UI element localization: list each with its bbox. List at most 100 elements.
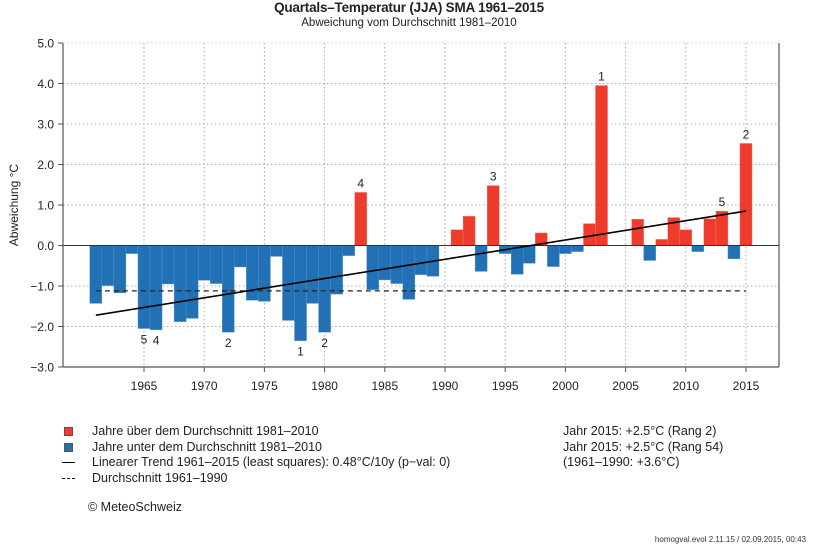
x-tick-label: 2005 — [612, 379, 639, 393]
rank-label: 5 — [141, 333, 148, 347]
y-tick-label: −1.0 — [30, 280, 54, 294]
bars — [89, 85, 753, 341]
footer-version: homogval.evol 2.11.15 / 02.09.2015, 00:4… — [654, 535, 806, 544]
bar-below — [101, 245, 115, 286]
chart-plot: −3.0 −2.0 −1.0 0.0 1.0 2.0 3.0 4.0 5.0 1965 1970 19… — [7, 37, 780, 393]
bar-below — [197, 245, 211, 281]
bar-below — [414, 245, 428, 275]
bar-below — [294, 245, 307, 341]
bar-below — [210, 245, 223, 284]
bar-above — [595, 85, 608, 246]
bar-below — [270, 245, 283, 257]
chart-title: Quartals–Temperatur (JJA) SMA 1961–2015 — [274, 0, 544, 15]
bar-below — [149, 245, 163, 330]
y-axis-label: Abweichung °C — [7, 164, 21, 247]
bar-below — [185, 245, 199, 319]
bar-below — [137, 245, 151, 329]
overlays — [63, 210, 779, 316]
bar-above — [679, 229, 693, 246]
x-tick-label: 1990 — [432, 379, 459, 393]
bar-above — [462, 216, 476, 246]
bar-below — [113, 245, 127, 294]
bar-below — [246, 245, 259, 301]
bar-below — [727, 245, 741, 260]
y-tick-label: 2.0 — [37, 158, 54, 172]
bar-below — [547, 245, 560, 267]
legend-item-above: Jahre über dem Durchschnitt 1981–2010 — [60, 424, 450, 440]
rank-label: 1 — [598, 70, 605, 84]
y-tick-label: 3.0 — [37, 118, 54, 132]
rank-label: 2 — [321, 336, 328, 350]
solid-line-icon — [61, 462, 75, 464]
bar-below — [89, 245, 103, 304]
chart-subtitle: Abweichung vom Durchschnitt 1981–2010 — [301, 17, 517, 29]
bar-above — [583, 223, 596, 246]
bar-below — [366, 245, 379, 290]
bar-below — [258, 245, 271, 302]
rank-label: 5 — [719, 195, 726, 209]
bar-below — [222, 245, 235, 333]
legend-item-trend: Linearer Trend 1961–2015 (least squares)… — [60, 455, 450, 471]
red-swatch-icon — [63, 427, 73, 437]
y-tick-label: 5.0 — [37, 37, 54, 51]
bar-below — [523, 245, 536, 264]
stat-line: Jahr 2015: +2.5°C (Rang 2) — [563, 424, 717, 438]
bar-below — [161, 245, 175, 285]
legend-item-mean: Durchschnitt 1961–1990 — [60, 471, 450, 487]
legend: Jahre über dem Durchschnitt 1981–2010 Ja… — [60, 424, 450, 486]
y-tick-label: 0.0 — [37, 239, 54, 253]
bar-below — [234, 245, 247, 268]
bar-above — [739, 143, 753, 246]
rank-label: 1 — [297, 345, 304, 359]
x-tick-label: 1995 — [492, 379, 519, 393]
x-tick-label: 1965 — [131, 379, 158, 393]
y-tick-label: −2.0 — [30, 320, 54, 334]
trend-line — [95, 210, 747, 316]
y-tick-label: 1.0 — [37, 199, 54, 213]
bar-below — [390, 245, 404, 284]
rank-label: 3 — [490, 170, 497, 184]
bar-below — [125, 245, 139, 254]
stats-panel: Jahr 2015: +2.5°C (Rang 2) Jahr 2015: +2… — [563, 424, 723, 471]
bar-above — [631, 218, 644, 246]
x-tick-label: 2000 — [552, 379, 579, 393]
x-tick-label: 1970 — [191, 379, 218, 393]
copyright: © MeteoSchweiz — [88, 500, 182, 514]
legend-label: Jahre unter dem Durchschnitt 1981–2010 — [92, 439, 323, 454]
y-tick-label: 4.0 — [37, 77, 54, 91]
bar-below — [330, 245, 343, 295]
bar-above — [655, 239, 668, 246]
legend-label: Jahre über dem Durchschnitt 1981–2010 — [92, 424, 319, 438]
bar-above — [450, 229, 464, 246]
legend-label: Durchschnitt 1961–1990 — [92, 470, 228, 485]
legend-label: Linearer Trend 1961–2015 (least squares)… — [92, 455, 451, 469]
legend-item-below: Jahre unter dem Durchschnitt 1981–2010 — [60, 440, 450, 456]
bar-below — [318, 245, 331, 333]
x-tick-label: 2015 — [733, 379, 760, 393]
x-tick-label: 1980 — [311, 379, 338, 393]
bar-above — [486, 185, 500, 246]
bar-above — [703, 218, 717, 246]
stat-line: (1961–1990: +3.6°C) — [563, 455, 680, 469]
rank-label: 2 — [225, 336, 232, 350]
x-tick-label: 1985 — [371, 379, 398, 393]
dashed-line-icon — [61, 477, 75, 479]
bar-below — [306, 245, 319, 304]
y-tick-label: −3.0 — [30, 361, 54, 375]
stat-line: Jahr 2015: +2.5°C (Rang 54) — [563, 439, 724, 454]
bar-below — [691, 245, 705, 252]
bar-below — [173, 245, 187, 322]
rank-label: 2 — [743, 127, 750, 141]
bar-below — [511, 245, 524, 275]
bar-below — [643, 245, 656, 261]
bar-below — [378, 245, 392, 281]
bar-below — [571, 245, 584, 252]
x-tick-label: 1975 — [251, 379, 278, 393]
bar-below — [474, 245, 488, 272]
grid-lines — [63, 42, 779, 368]
blue-swatch-icon — [63, 442, 73, 452]
axes: −3.0 −2.0 −1.0 0.0 1.0 2.0 3.0 4.0 5.0 1965 1970 19… — [30, 37, 780, 393]
x-tick-label: 2010 — [672, 379, 699, 393]
bar-below — [559, 245, 572, 254]
